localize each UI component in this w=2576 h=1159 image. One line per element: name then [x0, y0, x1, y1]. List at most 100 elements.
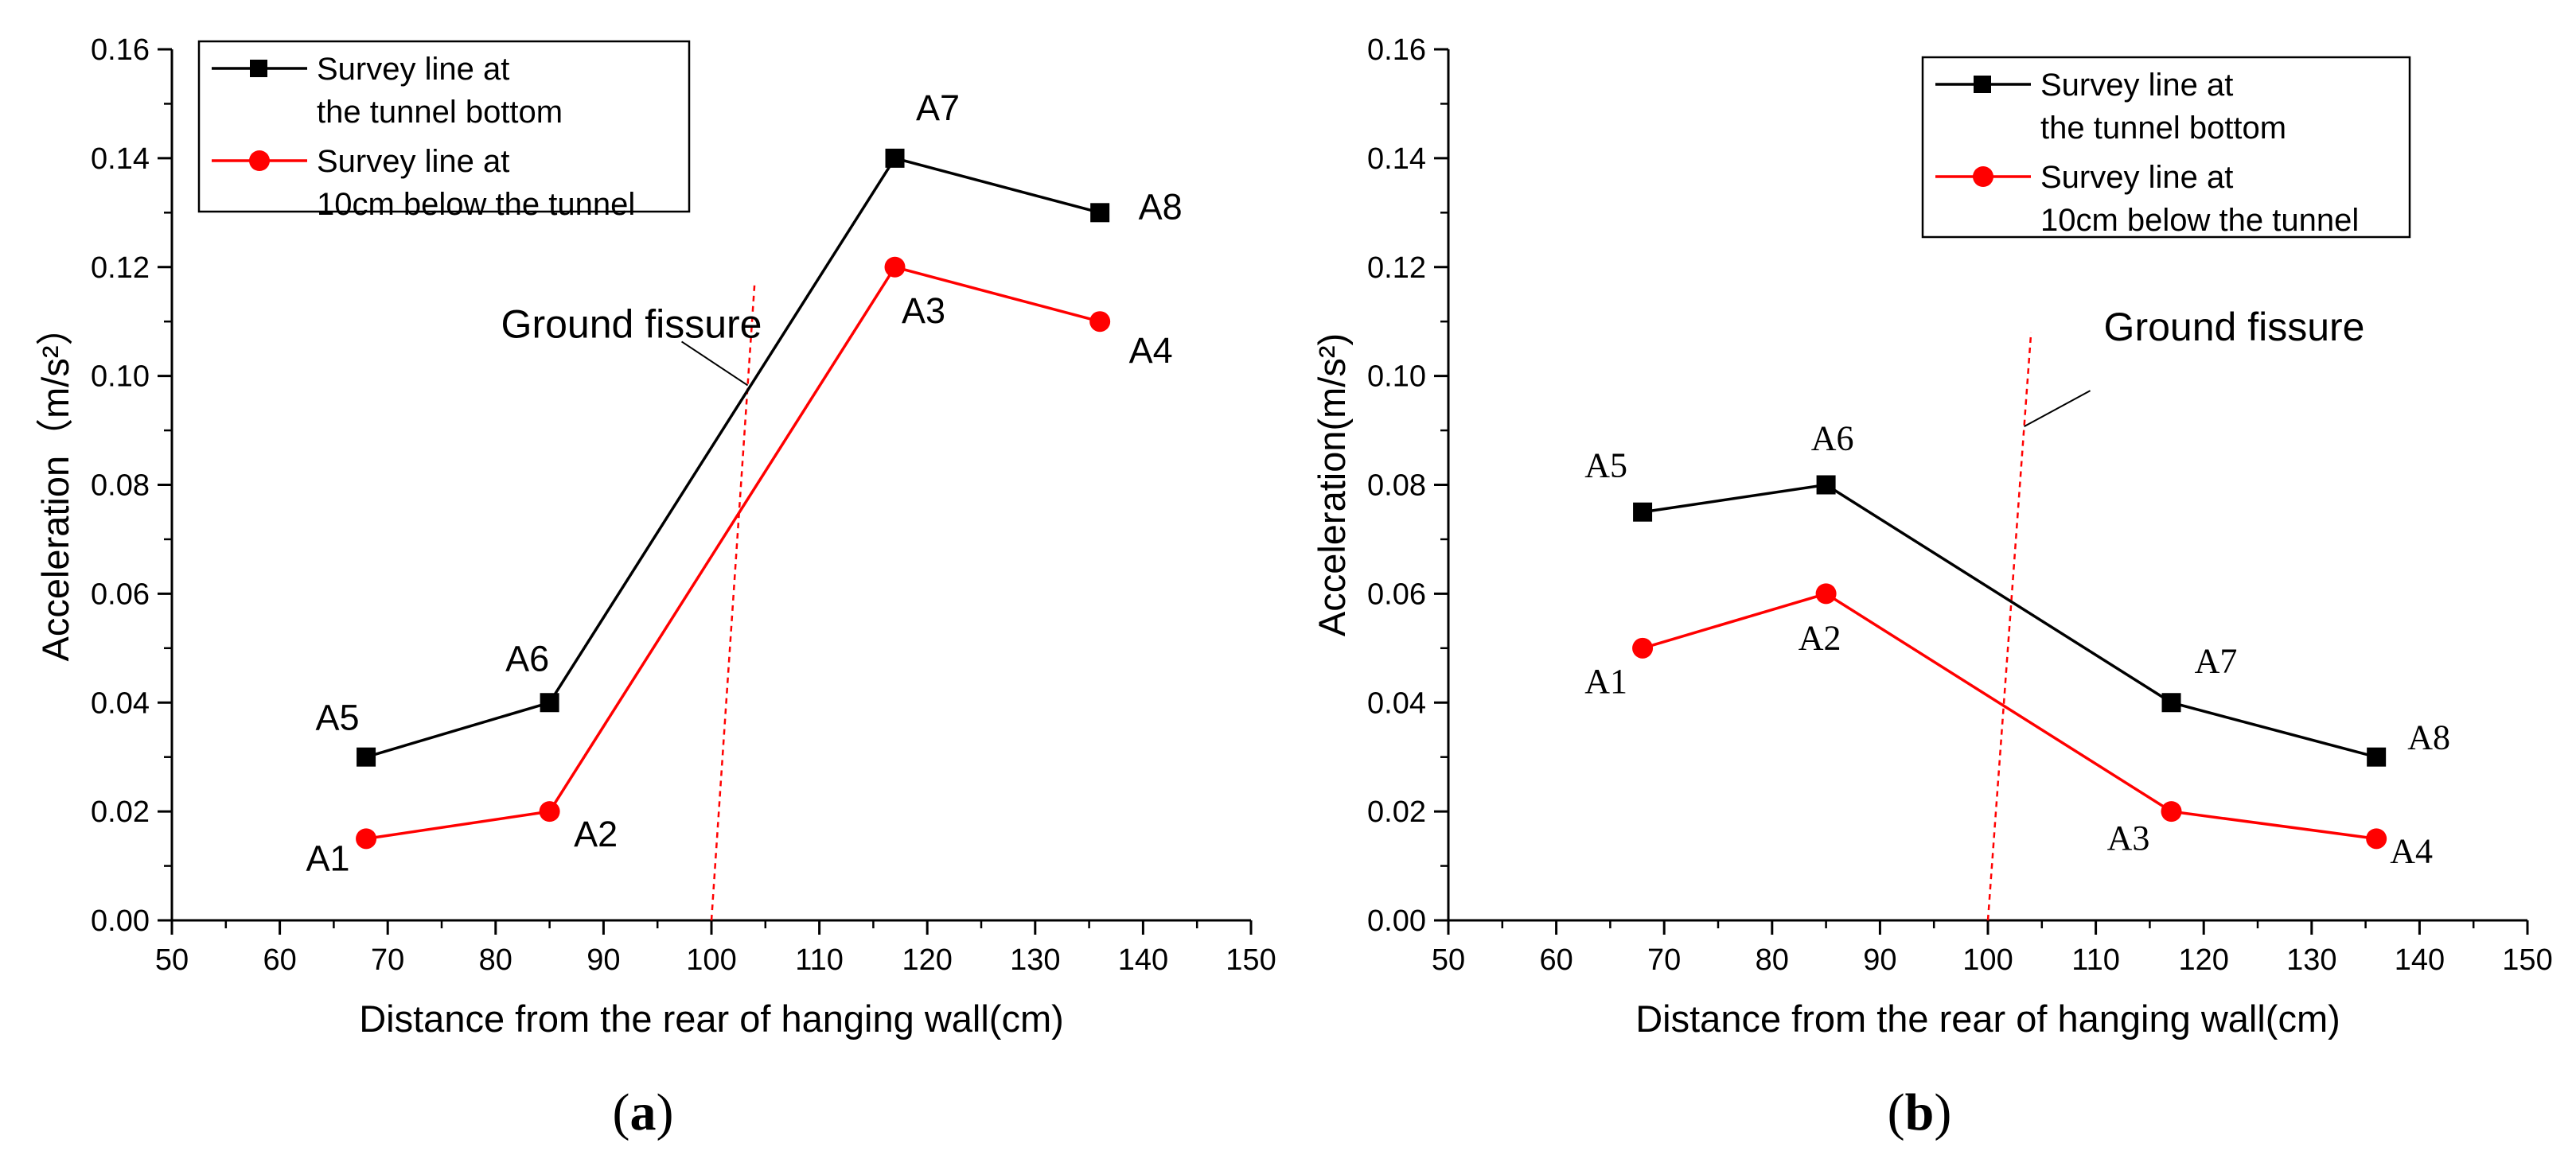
y-tick-label: 0.16 — [91, 33, 150, 67]
x-tick-label: 120 — [2178, 943, 2228, 977]
data-point-circle — [356, 828, 377, 850]
x-tick-label: 150 — [2502, 943, 2552, 977]
point-label-a3: A3 — [2107, 819, 2150, 858]
data-point-circle — [1815, 583, 1837, 605]
panel-a: 50 60 70 80 90 100 110 120 130 140 150 0.00 0.02 0.04… — [34, 33, 1276, 1141]
y-tick-label: 0.02 — [1367, 795, 1426, 829]
point-label-a4: A4 — [1129, 330, 1173, 371]
y-tick-label: 0.06 — [1367, 578, 1426, 611]
x-tick-label: 100 — [1962, 943, 2013, 977]
legend-entry-text: Survey line at — [2040, 160, 2233, 195]
legend-box — [1921, 56, 2411, 239]
series-10cm-below-line — [1642, 592, 2377, 841]
point-label-a7: A7 — [916, 88, 960, 128]
y-tick-label: 0.04 — [1367, 686, 1426, 720]
x-tick-label: 140 — [1118, 943, 1168, 977]
x-tick-label: 90 — [587, 943, 620, 977]
legend-entry-text: 10cm below the tunnel — [2040, 203, 2359, 238]
x-tick-label: 80 — [479, 943, 512, 977]
x-tick-label: 70 — [1647, 943, 1681, 977]
legend-entry-text: 10cm below the tunnel — [317, 187, 635, 222]
y-tick-label: 0.02 — [91, 795, 150, 829]
x-tick-label: 50 — [155, 943, 189, 977]
x-axis-title: Distance from the rear of hanging wall(c… — [1635, 998, 2340, 1040]
legend-swatch-circle — [249, 150, 270, 171]
x-tick-label: 50 — [1432, 943, 1465, 977]
x-tick-label: 90 — [1863, 943, 1896, 977]
x-tick-label: 110 — [795, 943, 844, 977]
y-tick-label: 0.10 — [1367, 360, 1426, 394]
data-point-circle — [2366, 828, 2387, 850]
data-point-square — [2161, 693, 2181, 713]
legend-entry-text: Survey line at — [317, 52, 509, 87]
y-axis-title: Acceleration(m/s²) — [1311, 333, 1353, 636]
series-tunnel-bottom-line — [365, 156, 1101, 759]
y-tick-label: 0.08 — [91, 469, 150, 503]
x-tick-label: 130 — [2286, 943, 2336, 977]
legend-swatch-square — [1974, 76, 1991, 93]
y-tick-label: 0.06 — [91, 578, 150, 611]
series-10cm-below-line — [365, 265, 1101, 841]
data-point-square — [1816, 475, 1836, 495]
x-tick-label: 110 — [2071, 943, 2120, 977]
panel-b: 50 60 70 80 90 100 110 120 130 140 150 0.00 0.02 0.04… — [1311, 33, 2553, 1141]
data-point-square — [540, 693, 559, 713]
point-label-a6: A6 — [1811, 419, 1854, 458]
ground-fissure-line — [1986, 332, 2032, 921]
legend-swatch-square — [250, 60, 267, 77]
y-tick-label: 0.10 — [91, 360, 150, 394]
point-label-a4: A4 — [2390, 831, 2433, 870]
data-point-circle — [2161, 801, 2182, 823]
y-tick-label: 0.14 — [91, 142, 150, 176]
point-label-a2: A2 — [574, 814, 618, 854]
data-point-circle — [884, 256, 906, 278]
y-tick-label: 0.16 — [1367, 33, 1426, 67]
legend-entry-text: Survey line at — [2040, 68, 2233, 103]
ground-fissure-label: Ground fissure — [501, 301, 762, 346]
x-tick-label: 130 — [1010, 943, 1060, 977]
x-tick-label: 60 — [1539, 943, 1572, 977]
point-label-a6: A6 — [505, 638, 549, 679]
data-point-circle — [1089, 311, 1111, 333]
fissure-leader-line — [681, 340, 749, 387]
data-point-square — [1633, 502, 1653, 522]
data-point-square — [2367, 747, 2387, 767]
y-tick-label: 0.00 — [1367, 904, 1426, 938]
x-tick-label: 70 — [371, 943, 404, 977]
point-label-a1: A1 — [306, 838, 350, 878]
legend-entry-text: the tunnel bottom — [317, 95, 563, 130]
x-tick-label: 120 — [902, 943, 952, 977]
data-point-circle — [539, 801, 560, 823]
point-label-a5: A5 — [316, 698, 360, 738]
series-tunnel-bottom-line — [1642, 483, 2377, 759]
point-label-a8: A8 — [1139, 186, 1183, 227]
legend-entry-text: Survey line at — [317, 144, 509, 179]
point-label-a3: A3 — [902, 290, 945, 331]
point-label-a8: A8 — [2407, 718, 2450, 757]
x-tick-label: 140 — [2395, 943, 2445, 977]
y-tick-label: 0.04 — [91, 686, 150, 720]
ground-fissure-label: Ground fissure — [2104, 305, 2365, 349]
y-tick-label: 0.00 — [91, 904, 150, 938]
fissure-leader-line — [2024, 390, 2091, 428]
x-axis-title: Distance from the rear of hanging wall(c… — [359, 998, 1064, 1040]
y-tick-label: 0.08 — [1367, 469, 1426, 503]
data-point-circle — [1632, 637, 1654, 659]
subcaption: (b) — [1888, 1083, 1952, 1141]
x-tick-label: 80 — [1756, 943, 1789, 977]
y-tick-label: 0.12 — [1367, 251, 1426, 285]
x-tick-label: 100 — [686, 943, 736, 977]
legend-entry-text: the tunnel bottom — [2040, 111, 2286, 146]
y-tick-label: 0.12 — [91, 251, 150, 285]
legend-swatch-circle — [1973, 166, 1993, 187]
x-tick-label: 60 — [263, 943, 296, 977]
y-axis-title: Acceleration（m/s²） — [34, 309, 76, 662]
x-tick-label: 150 — [1226, 943, 1276, 977]
data-point-square — [1090, 203, 1110, 223]
subcaption: (a) — [613, 1083, 674, 1141]
y-tick-label: 0.14 — [1367, 142, 1426, 176]
point-label-a2: A2 — [1799, 618, 1841, 657]
point-label-a7: A7 — [2195, 641, 2238, 680]
